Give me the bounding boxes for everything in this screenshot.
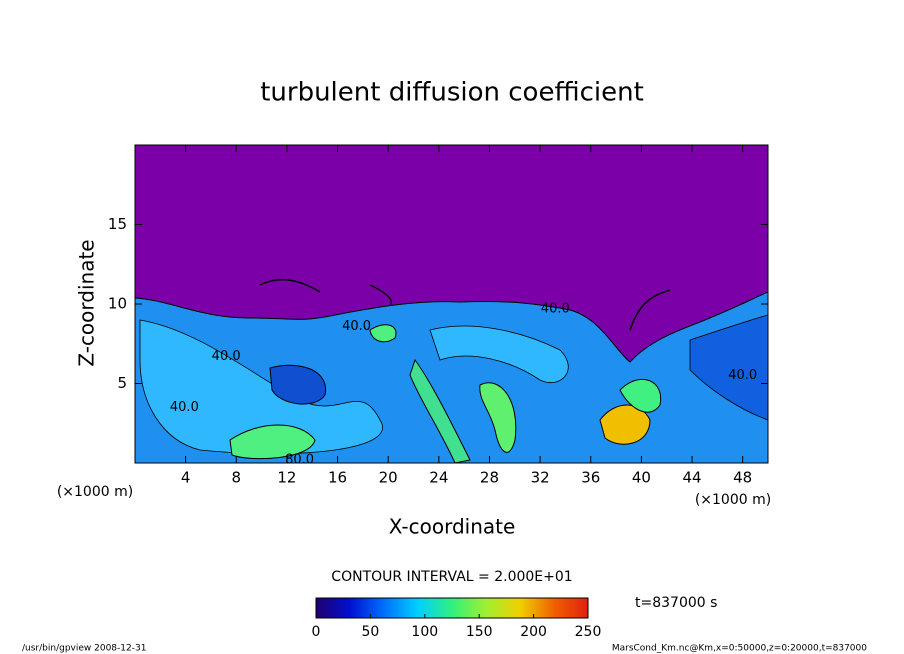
colorbar-tick-label: 50 (361, 624, 379, 640)
x-tick-label: 48 (733, 469, 752, 487)
field-blob (479, 382, 517, 453)
field-blob (139, 319, 383, 455)
field-blob (689, 314, 768, 421)
x-unit-label: (×1000 m) (57, 484, 133, 500)
field-blob (429, 325, 569, 383)
x-tick-label: 12 (277, 469, 296, 487)
x-axis-label: X-coordinate (389, 515, 516, 539)
field-blob (599, 404, 651, 445)
contour-label: 80.0 (285, 452, 314, 467)
contour-label: 40.0 (212, 349, 241, 364)
field-blob (229, 424, 316, 460)
contour-field (135, 278, 768, 463)
contour-label: 40.0 (728, 368, 757, 383)
x-tick-label: 24 (429, 469, 448, 487)
x-tick-label: 32 (531, 469, 550, 487)
x-tick-label: 44 (682, 469, 701, 487)
colorbar-tick-label: 200 (520, 624, 547, 640)
contour-interval: CONTOUR INTERVAL = 2.000E+01 (331, 569, 572, 585)
contour-label: 40.0 (170, 400, 199, 415)
y-tick-label: 15 (108, 215, 127, 233)
x-unit-label: (×1000 m) (695, 492, 771, 508)
x-tick-label: 28 (480, 469, 499, 487)
x-tick-label: 16 (328, 469, 347, 487)
field-blob (409, 358, 471, 463)
field-blob (269, 364, 326, 405)
y-tick-label: 5 (117, 374, 127, 392)
colorbar-tick-label: 150 (466, 624, 493, 640)
field-blob (369, 324, 397, 343)
field-blob (619, 378, 662, 413)
chart-title: turbulent diffusion coefficient (260, 78, 644, 108)
y-axis-label: Z-coordinate (75, 239, 99, 366)
footer-left: /usr/bin/gpview 2008-12-31 (22, 644, 146, 654)
colorbar (315, 597, 589, 619)
y-tick-label: 10 (108, 295, 127, 313)
time-label: t=837000 s (635, 595, 717, 611)
x-tick-label: 20 (379, 469, 398, 487)
contour-label: 40.0 (541, 301, 570, 316)
contour-line (259, 278, 671, 331)
x-tick-label: 4 (181, 469, 191, 487)
x-tick-label: 40 (632, 469, 651, 487)
colorbar-tick-label: 0 (312, 624, 321, 640)
colorbar-tick-label: 100 (411, 624, 438, 640)
colorbar-tick-label: 250 (575, 624, 602, 640)
x-tick-label: 8 (232, 469, 242, 487)
footer-right: MarsCond_Km.nc@Km,x=0:50000,z=0:20000,t=… (612, 644, 867, 654)
contour-label: 40.0 (342, 319, 371, 334)
x-tick-label: 36 (581, 469, 600, 487)
